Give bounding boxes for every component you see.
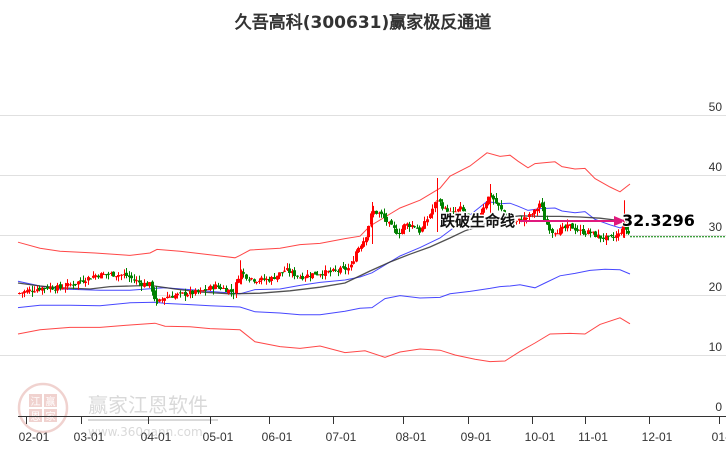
seal-icon xyxy=(17,382,69,434)
x-tick-label: 05-01 xyxy=(203,430,234,444)
upper-outer-band xyxy=(17,152,631,259)
x-tick-label: 04-01 xyxy=(141,430,172,444)
x-tick-label: 12-01 xyxy=(642,430,673,444)
x-tick-label: 09-01 xyxy=(461,430,492,444)
channel-bands xyxy=(17,152,726,363)
watermark: 江 赢 恩 家 赢家江恩软件 www.360gann.com xyxy=(17,382,218,439)
x-tick-label: 11-01 xyxy=(578,430,608,444)
lower-outer-band xyxy=(17,317,631,363)
x-tick-label: 08-01 xyxy=(396,430,427,444)
x-axis: 02-01 03-01 04-01 05-01 06-01 07-01 08-01 09-01… xyxy=(18,416,726,444)
x-tick-label: 06-01 xyxy=(262,430,293,444)
candlesticks xyxy=(18,178,630,306)
svg-text:江: 江 xyxy=(31,396,41,408)
y-tick-label: 0 xyxy=(715,400,722,414)
watermark-name: 赢家江恩软件 xyxy=(88,393,208,417)
price-label: 32.3296 xyxy=(622,211,695,230)
grid-lines xyxy=(0,115,726,356)
x-tick-label: 01-01 xyxy=(712,430,726,444)
x-tick-label: 07-01 xyxy=(326,430,357,444)
y-tick-label: 40 xyxy=(709,160,723,174)
y-axis: 0 10 20 30 40 50 xyxy=(709,100,723,414)
x-tick-label: 03-01 xyxy=(74,430,105,444)
y-tick-label: 20 xyxy=(709,280,723,294)
x-tick-label: 02-01 xyxy=(19,430,50,444)
break-lifeline-label: 跌破生命线 xyxy=(440,212,515,230)
watermark-url: www.360gann.com xyxy=(88,425,203,439)
upper-inner-band xyxy=(17,200,631,295)
annotation: 跌破生命线 32.3296 xyxy=(439,210,696,232)
chart-title: 久吾高科(300631)赢家极反通道 xyxy=(234,13,492,33)
svg-text:赢: 赢 xyxy=(46,395,56,408)
y-tick-label: 50 xyxy=(709,100,723,114)
y-tick-label: 10 xyxy=(709,340,723,354)
arrow-head-icon xyxy=(614,216,626,227)
x-tick-label: 10-01 xyxy=(525,430,556,444)
y-tick-label: 30 xyxy=(709,220,723,234)
lower-inner-band xyxy=(17,268,631,316)
life-line xyxy=(17,215,629,295)
